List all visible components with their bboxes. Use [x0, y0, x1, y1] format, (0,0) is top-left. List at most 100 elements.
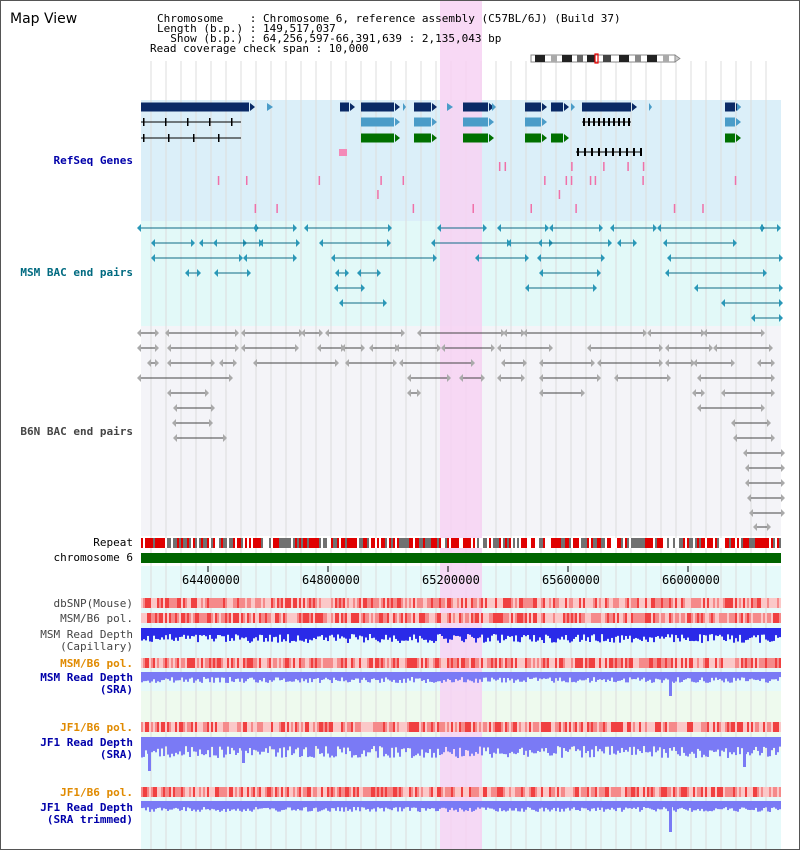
read-depth-bar	[761, 801, 763, 811]
repeat-segment	[463, 538, 465, 548]
polymorphism-cell	[683, 613, 685, 623]
read-depth-bar	[463, 672, 465, 683]
read-depth-bar	[715, 737, 717, 752]
bac-end-marker	[667, 374, 671, 382]
polymorphism-cell	[401, 722, 403, 732]
polymorphism-cell	[417, 613, 419, 623]
polymorphism-cell	[315, 598, 317, 608]
read-depth-bar	[575, 801, 577, 811]
read-depth-bar	[173, 737, 175, 757]
bac-end-marker	[295, 344, 299, 352]
polymorphism-cell	[239, 722, 241, 732]
read-depth-bar	[727, 672, 729, 682]
polymorphism-cell	[523, 613, 525, 623]
read-depth-bar	[229, 628, 231, 642]
polymorphism-cell	[361, 658, 363, 668]
bac-end-marker	[214, 269, 218, 277]
read-depth-bar	[303, 672, 305, 682]
read-depth-bar	[221, 801, 223, 811]
read-depth-bar	[455, 801, 457, 810]
read-depth-bar	[369, 672, 371, 683]
bac-end-marker	[665, 359, 669, 367]
read-depth-bar	[441, 628, 443, 637]
gene-exon	[640, 148, 642, 156]
read-depth-bar	[773, 737, 775, 748]
bac-end-marker	[507, 239, 511, 247]
polymorphism-cell	[431, 613, 433, 623]
read-depth-bar	[673, 801, 675, 811]
polymorphism-cell	[755, 722, 757, 732]
polymorphism-cell	[335, 658, 337, 668]
polymorphism-cell	[205, 598, 207, 608]
polymorphism-cell	[533, 613, 535, 623]
polymorphism-cell	[235, 613, 237, 623]
read-depth-bar	[689, 628, 691, 642]
polymorphism-cell	[425, 613, 427, 623]
polymorphism-cell	[631, 787, 633, 797]
polymorphism-cell	[663, 658, 665, 668]
repeat-segment	[219, 538, 221, 548]
polymorphism-cell	[337, 658, 339, 668]
read-depth-bar	[661, 672, 663, 683]
bac-end-marker	[393, 359, 397, 367]
read-depth-bar	[383, 801, 385, 812]
read-depth-bar	[571, 628, 573, 642]
polymorphism-cell	[355, 613, 357, 623]
read-depth-bar	[421, 672, 423, 681]
read-depth-bar	[547, 672, 549, 679]
polymorphism-cell	[763, 613, 765, 623]
snp-marker	[558, 190, 561, 199]
polymorphism-cell	[283, 613, 285, 623]
gene-block	[725, 133, 735, 143]
read-depth-spike	[743, 737, 746, 767]
polymorphism-cell	[665, 598, 667, 608]
read-depth-bar	[215, 801, 217, 811]
read-depth-bar	[451, 737, 453, 754]
read-depth-bar	[535, 672, 537, 678]
read-depth-bar	[639, 737, 641, 751]
read-depth-bar	[413, 801, 415, 808]
read-depth-bar	[461, 628, 463, 641]
read-depth-bar	[717, 737, 719, 750]
read-depth-bar	[519, 801, 521, 812]
polymorphism-cell	[563, 722, 565, 732]
repeat-segment	[617, 538, 619, 548]
polymorphism-cell	[681, 722, 683, 732]
polymorphism-cell	[249, 722, 251, 732]
read-depth-bar	[365, 801, 367, 810]
repeat-segment	[357, 538, 359, 548]
chromosome-ideogram[interactable]	[529, 53, 681, 64]
read-depth-bar	[647, 672, 649, 681]
read-depth-bar	[619, 737, 621, 753]
polymorphism-cell	[291, 722, 293, 732]
polymorphism-cell	[709, 787, 711, 797]
repeat-segment	[323, 538, 325, 548]
read-depth-bar	[599, 801, 601, 810]
bac-end-marker	[549, 224, 553, 232]
polymorphism-cell	[305, 598, 307, 608]
read-depth-bar	[495, 628, 497, 635]
read-depth-bar	[711, 801, 713, 812]
polymorphism-cell	[605, 722, 607, 732]
read-depth-bar	[499, 628, 501, 643]
polymorphism-cell	[209, 787, 211, 797]
polymorphism-cell	[691, 613, 693, 623]
polymorphism-cell	[621, 598, 623, 608]
read-depth-bar	[173, 672, 175, 683]
polymorphism-cell	[555, 722, 557, 732]
polymorphism-cell	[529, 787, 531, 797]
polymorphism-cell	[761, 613, 763, 623]
read-depth-bar	[485, 672, 487, 678]
read-depth-bar	[203, 628, 205, 636]
read-depth-bar	[429, 672, 431, 682]
read-depth-bar	[451, 801, 453, 808]
read-depth-bar	[401, 672, 403, 683]
polymorphism-cell	[681, 658, 683, 668]
polymorphism-cell	[277, 787, 279, 797]
polymorphism-cell	[607, 787, 609, 797]
bac-end-marker	[759, 224, 763, 232]
read-depth-bar	[641, 628, 643, 642]
polymorphism-cell	[587, 613, 589, 623]
polymorphism-cell	[603, 658, 605, 668]
